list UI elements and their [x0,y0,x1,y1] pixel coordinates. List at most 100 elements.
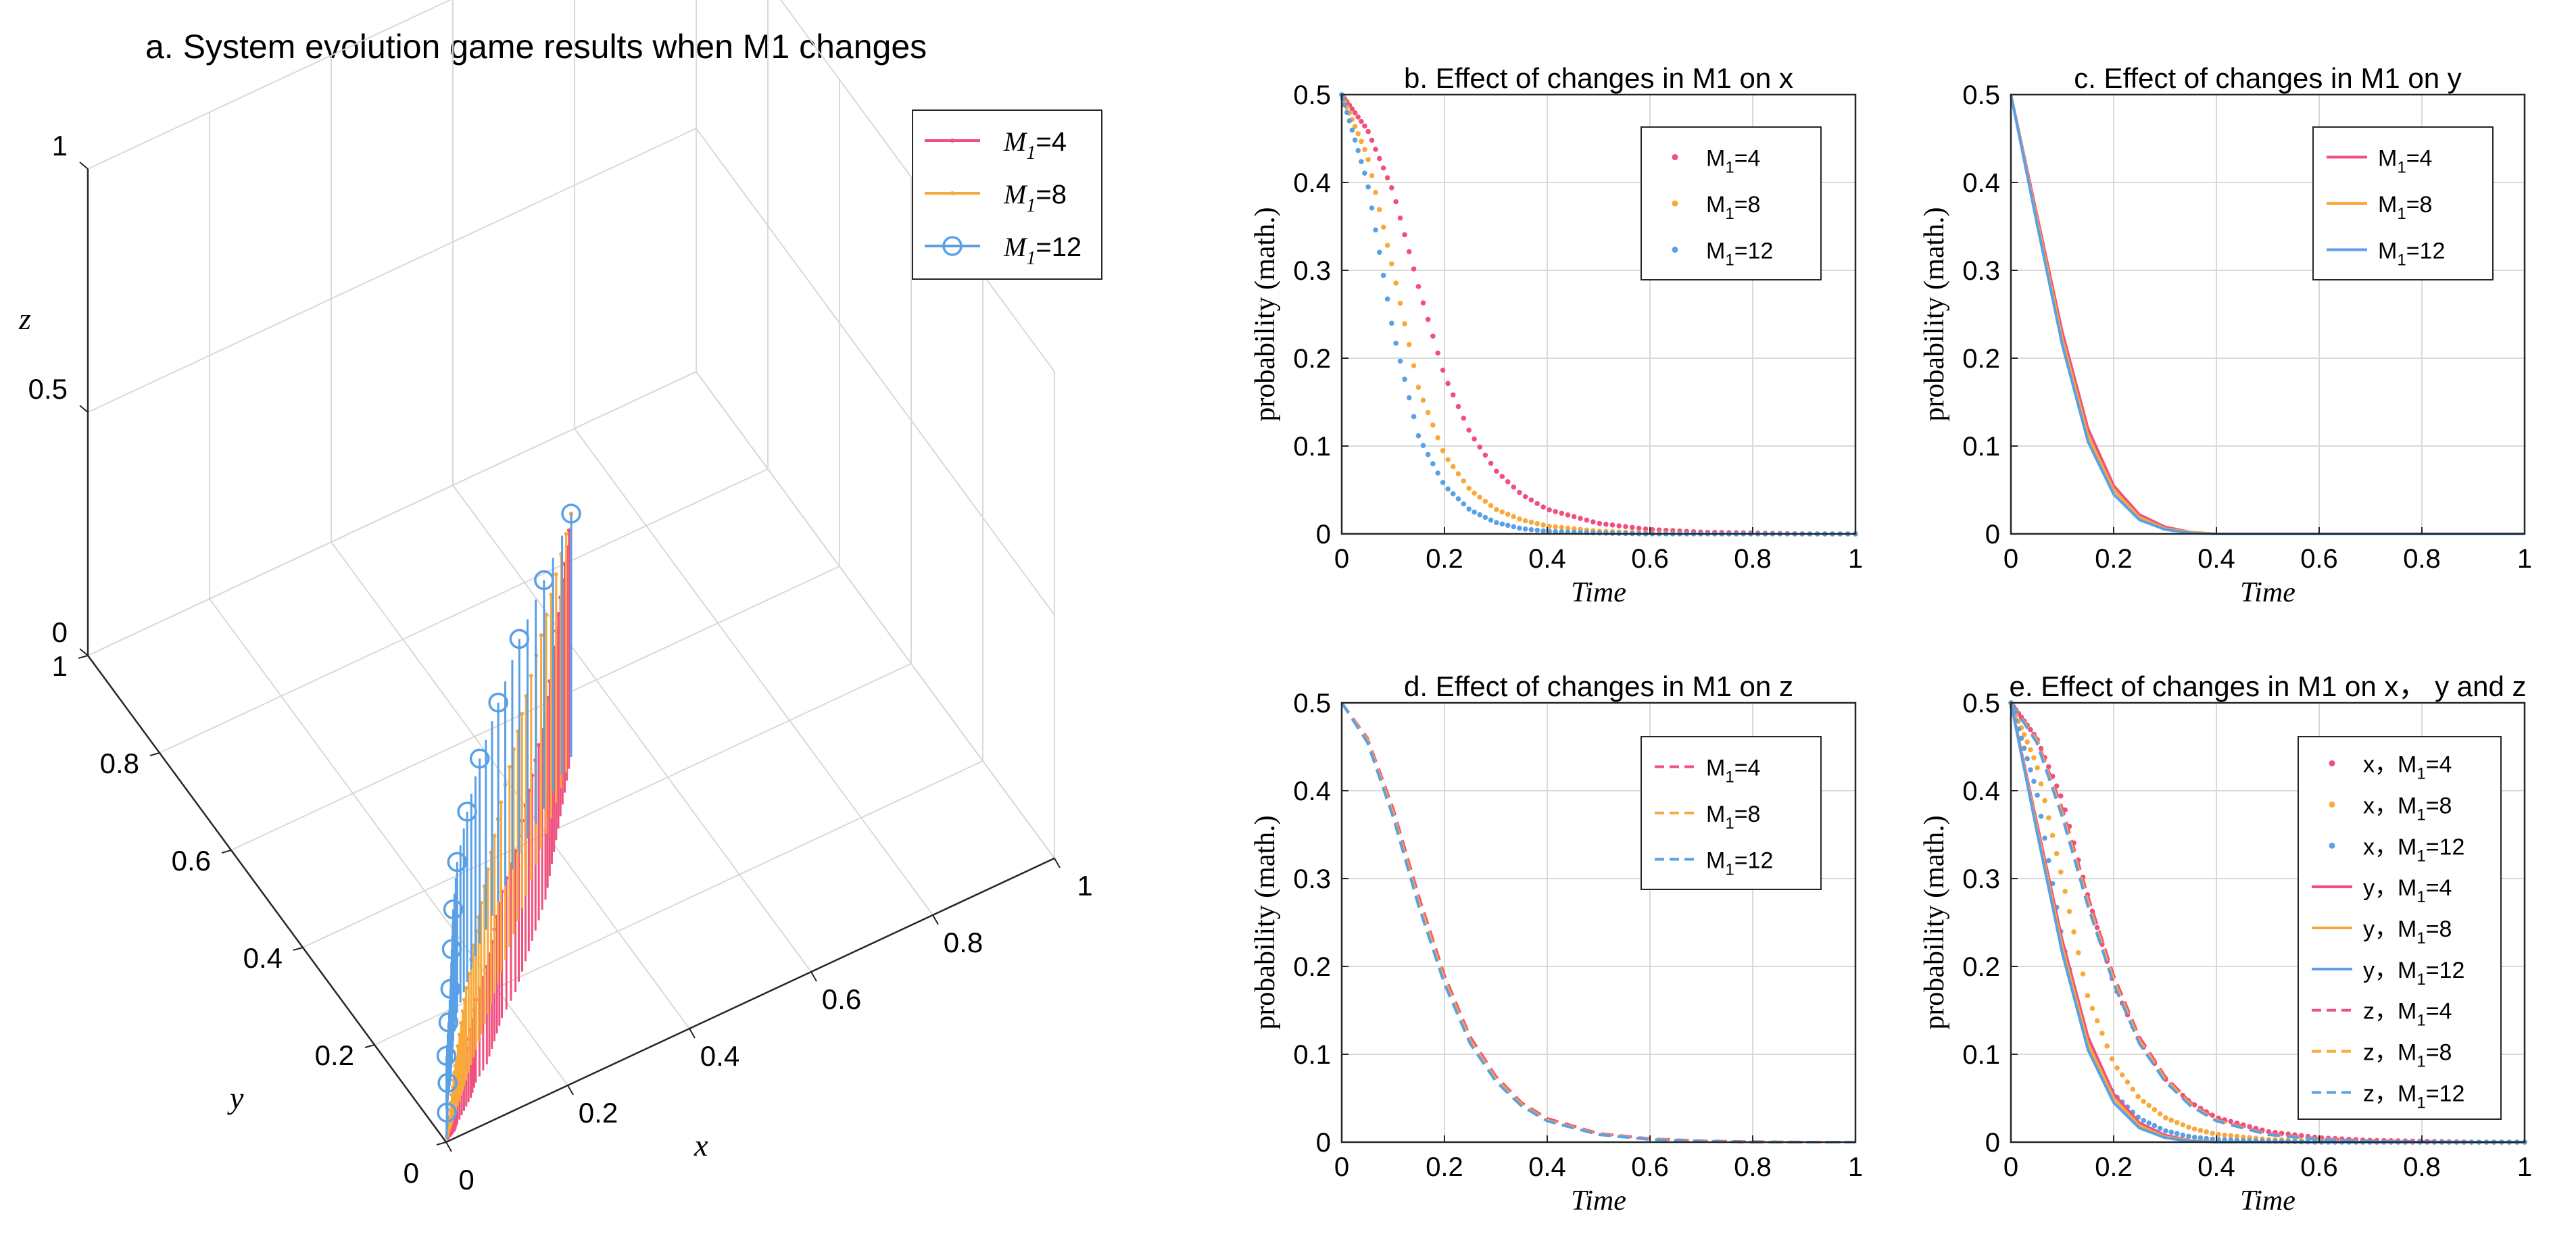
panel-b-series-2-point [1430,422,1436,428]
panel-b-series-2-point [1477,494,1483,500]
panel-e-series-3-point [2157,1125,2163,1131]
panel-a-stem-marker [449,1093,454,1098]
panel-e-series-1-point [2180,1092,2186,1098]
panel-b-series-1-point [1528,497,1534,503]
panel-b-series-1-point [1365,128,1371,134]
panel-a-series-3 [436,503,581,1139]
panel-a-y-tick-label: 0.6 [172,845,211,877]
panel-b-series-2-point [1415,385,1421,390]
panel-e-series-2-point [2038,781,2044,787]
panel-c-x-tick-label: 0.6 [2300,544,2338,574]
panel-c-legend-entry-3-label: M1=12 [2378,238,2445,269]
panel-b-series-2-point [1406,341,1412,347]
panel-b-series-2-point [1482,499,1488,504]
panel-a-stem-marker [447,852,468,872]
panel-b-series-1-point [1362,123,1367,129]
panel-e-x-tick-label: 0 [2003,1152,2018,1182]
panel-a-3d-stem-chart: a. System evolution game results when M1… [18,0,1102,1196]
panel-b-series-3-point [1373,227,1378,232]
panel-b-series-3-point [1393,341,1399,346]
panel-a-y-tick-label: 0.2 [315,1039,354,1071]
panel-e-series-2-point [2228,1133,2234,1139]
panel-b-series-3-point [1342,102,1348,108]
panel-a-y-label: y [227,1081,244,1115]
panel-b-series-2-point [1505,512,1511,517]
panel-b-series-1-point [1455,403,1461,410]
panel-c-y-tick-label: 0.1 [1962,432,2000,462]
panel-b-series-1-point [1488,460,1494,466]
panel-b-series-2-point [1352,124,1358,129]
panel-b-series-3-point [1402,376,1407,382]
panel-a-y-tick-label: 0.8 [100,747,139,779]
panel-a-stem-marker [464,986,468,990]
panel-b-series-1-point [1450,392,1456,398]
panel-a-stem-marker [440,979,461,999]
panel-b-series-3-point [1435,470,1440,476]
panel-a-legend-label: M1=8 [1003,179,1067,216]
panel-a-stems [436,503,581,1141]
panel-e-series-2-point [2130,1086,2136,1092]
panel-b-series-1-point [1352,110,1358,116]
panel-e-series-3-point [2031,779,2037,784]
panel-b-y-tick-label: 0.3 [1293,256,1331,286]
panel-e-series-1-point [2266,1129,2272,1135]
panel-b-series-3-point [1349,127,1355,133]
panel-b-series-3-point [1450,491,1456,497]
panel-e-series-3-point [2180,1132,2186,1138]
panel-e-legend-entry-4: y，M1=4 [2312,875,2452,906]
panel-b-series-2-point [1440,448,1446,453]
panel-a-stem-marker [520,712,525,716]
panel-e-legend-entry-2: x，M1=8 [2329,793,2452,824]
panel-c-x-tick-label: 0.4 [2197,544,2235,574]
panel-d-y-tick-label: 0.4 [1293,777,1331,806]
panel-e-legend-entry-4-label: y，M1=4 [2363,875,2452,906]
panel-b-series-3-point [1499,521,1505,527]
panel-e-series-2-point [2157,1111,2163,1116]
panel-b-legend-entry-3-label: M1=12 [1706,238,1773,269]
panel-b-y-tick-label: 0.2 [1293,344,1331,374]
panel-e-legend-entry-9: z，M1=12 [2312,1081,2464,1112]
panel-b-series-3-point [1430,461,1436,467]
panel-e-legend-entry-3-label: x，M1=12 [2363,834,2464,865]
panel-b-y-tick-label: 0.4 [1293,168,1331,198]
panel-a-stem-marker [507,764,512,769]
panel-e-series-3-point [2210,1136,2215,1142]
panel-e-series-3-point [2038,814,2044,819]
panel-b-series-3-point [1445,486,1451,492]
panel-b-series-2-point [1494,507,1499,512]
panel-b-series-2-point [1540,522,1546,528]
panel-a-stem-marker [453,1063,458,1068]
panel-b-series-1-point [1494,468,1499,474]
panel-b-series-2-point [1435,435,1440,441]
panel-b-series-2-point [1534,520,1540,526]
panel-e-y-tick-label: 0.2 [1962,952,2000,982]
panel-b-series-3-point [1440,480,1446,485]
panel-b-series-1-point [1472,436,1477,442]
panel-e-legend-entry-6-label: y，M1=12 [2363,958,2464,989]
panel-e-series-2-point [2234,1133,2240,1139]
panel-b-series-2-point [1376,207,1382,212]
panel-a-stem-marker [561,503,581,524]
panel-b-ticks: 0 0.2 0.4 0.6 0.8 1 0 0.1 0.2 0.3 0.4 0.5 [1293,80,1863,574]
panel-a-legend-entry-2: M1=8 [925,179,1067,216]
panel-b-series-3-point [1534,527,1540,533]
panel-b-series-2-point [1389,261,1394,267]
panel-e-series-2-point [2152,1107,2158,1112]
panel-b-series-1-point [1609,522,1615,528]
panel-c-y-label: probability (math.) [1919,207,1950,421]
panel-e-series-3-point [2045,858,2051,864]
panel-d-x-tick-label: 0.4 [1528,1152,1566,1182]
panel-e-x-label: Time [2240,1185,2295,1216]
panel-a-stem-marker [452,1071,457,1075]
panel-a-stem-marker [459,1020,464,1025]
panel-a-z-tick-label: 0 [52,616,68,648]
panel-b-series-1-point [1522,493,1528,499]
panel-a-z-tick-label: 1 [52,130,68,162]
panel-b-series-2-point [1499,509,1505,515]
panel-e-series-1-point [2058,793,2064,799]
panel-b-series-2-point [1365,157,1371,162]
panel-e-y-tick-label: 0.1 [1962,1040,2000,1070]
panel-b-series-3-point [1359,159,1364,164]
panel-e-axes-box [2010,702,2526,1143]
